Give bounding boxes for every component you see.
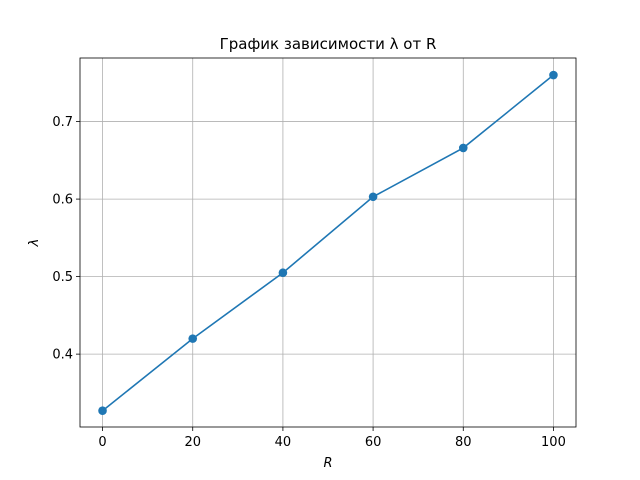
chart-title: График зависимости λ от R: [220, 35, 437, 53]
data-point: [188, 334, 198, 343]
x-tick-label: 100: [541, 435, 566, 450]
x-tick-label: 80: [455, 435, 472, 450]
x-tick-label: 20: [184, 435, 201, 450]
y-axis-label: λ: [27, 239, 42, 248]
data-point: [368, 192, 378, 202]
y-tick-label: 0.4: [52, 348, 73, 363]
data-point: [549, 70, 558, 80]
x-axis-label: R: [323, 456, 332, 471]
x-tick-label: 60: [365, 435, 382, 450]
y-tick-label: 0.6: [52, 193, 73, 208]
plot-area-frame: [79, 57, 577, 428]
y-tick-label: 0.5: [52, 270, 73, 285]
data-point: [98, 406, 107, 416]
data-point: [458, 143, 468, 153]
series-layer: [98, 70, 558, 416]
data-point: [278, 268, 288, 278]
axis-ticks: 0 20 40 60 80 100 0.4 0.5 0.6 0.7: [52, 115, 566, 450]
x-tick-label: 40: [275, 435, 292, 450]
grid: [80, 58, 576, 427]
x-tick-label: 0: [98, 435, 106, 450]
series-line: [102, 74, 554, 412]
y-tick-label: 0.7: [52, 115, 73, 130]
